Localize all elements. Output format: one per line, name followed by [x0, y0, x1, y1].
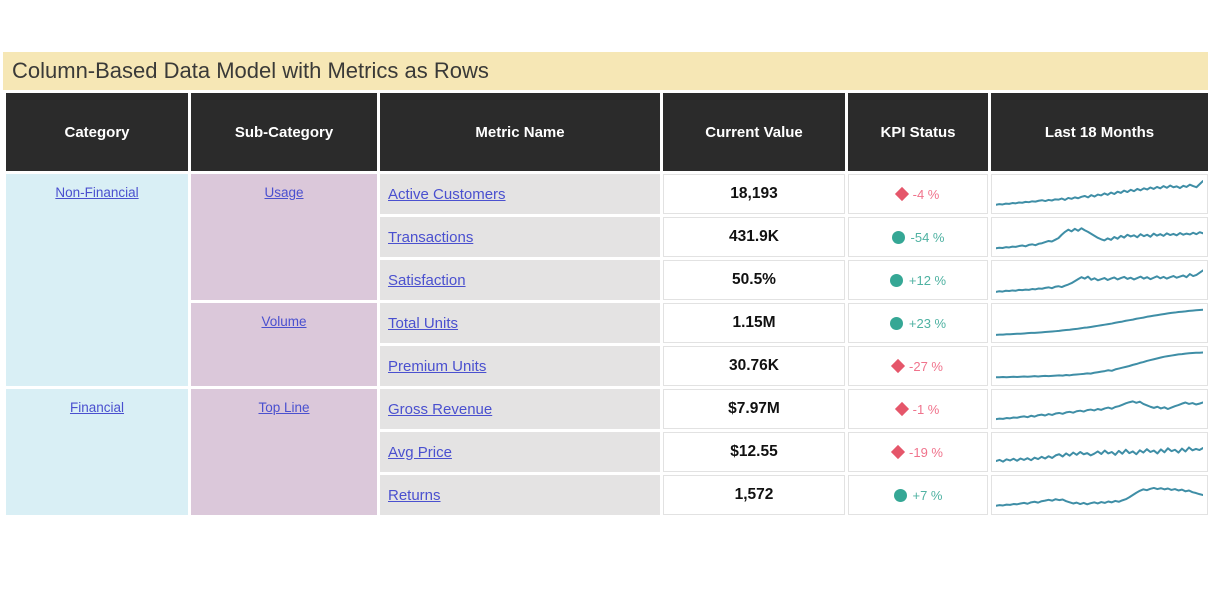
current-value-cell: 50.5%	[663, 260, 845, 300]
current-value-cell: 30.76K	[663, 346, 845, 386]
metric-cell: Satisfaction	[380, 260, 660, 300]
kpi-status-cell: +23 %	[848, 303, 988, 343]
kpi-delta-label: -27 %	[909, 358, 943, 374]
metric-cell: Total Units	[380, 303, 660, 343]
column-header-3[interactable]: Current Value	[663, 93, 845, 171]
kpi-diamond-icon	[890, 444, 906, 460]
metric-link[interactable]: Gross Revenue	[388, 400, 493, 418]
sparkline-cell	[991, 174, 1208, 214]
metric-cell: Active Customers	[380, 174, 660, 214]
metric-link[interactable]: Returns	[388, 486, 441, 504]
kpi-circle-icon	[889, 316, 903, 330]
subcategory-link[interactable]: Top Line	[258, 400, 310, 415]
subcategory-cell: Top Line	[191, 389, 377, 515]
sparkline-chart	[996, 178, 1203, 210]
kpi-delta-label: +12 %	[908, 272, 947, 288]
sparkline-chart	[996, 221, 1203, 253]
kpi-delta-label: -54 %	[910, 229, 945, 245]
kpi-status-cell: +7 %	[848, 475, 988, 515]
metric-cell: Avg Price	[380, 432, 660, 472]
column-header-5[interactable]: Last 18 Months	[991, 93, 1208, 171]
sparkline-chart	[996, 436, 1203, 468]
metric-cell: Returns	[380, 475, 660, 515]
sparkline-chart	[996, 479, 1203, 511]
metric-link[interactable]: Avg Price	[388, 443, 452, 461]
category-cell: Non-Financial	[6, 174, 188, 386]
column-header-0[interactable]: Category	[6, 93, 188, 171]
sparkline-cell	[991, 346, 1208, 386]
metrics-table: Category Sub-Category Metric Name Current V…	[6, 93, 1208, 515]
kpi-status-cell: -27 %	[848, 346, 988, 386]
column-header-2[interactable]: Metric Name	[380, 93, 660, 171]
column-header-1[interactable]: Sub-Category	[191, 93, 377, 171]
kpi-diamond-icon	[894, 186, 909, 202]
category-cell: Financial	[6, 389, 188, 515]
subcategory-link[interactable]: Volume	[261, 314, 307, 329]
metric-link[interactable]: Active Customers	[388, 185, 506, 203]
visual-title: Column-Based Data Model with Metrics as …	[3, 52, 1208, 90]
kpi-status-cell: +12 %	[848, 260, 988, 300]
metric-link[interactable]: Total Units	[388, 314, 459, 332]
current-value-cell: 1,572	[663, 475, 845, 515]
sparkline-chart	[996, 307, 1203, 339]
kpi-status-cell: -54 %	[848, 217, 988, 257]
sparkline-cell	[991, 389, 1208, 429]
kpi-status-cell: -19 %	[848, 432, 988, 472]
kpi-circle-icon	[891, 230, 905, 244]
sparkline-chart	[996, 264, 1203, 296]
kpi-delta-label: -19 %	[909, 444, 943, 460]
sparkline-chart	[996, 350, 1203, 382]
subcategory-cell: Usage	[191, 174, 377, 300]
metric-cell: Transactions	[380, 217, 660, 257]
category-link[interactable]: Financial	[69, 400, 125, 415]
metric-link[interactable]: Transactions	[388, 228, 474, 246]
kpi-delta-label: +7 %	[912, 487, 943, 503]
sparkline-cell	[991, 217, 1208, 257]
sparkline-chart	[996, 393, 1203, 425]
metric-cell: Premium Units	[380, 346, 660, 386]
current-value-cell: $12.55	[663, 432, 845, 472]
current-value-cell: $7.97M	[663, 389, 845, 429]
sparkline-cell	[991, 432, 1208, 472]
metric-link[interactable]: Premium Units	[388, 357, 487, 375]
kpi-status-cell: -4 %	[848, 174, 988, 214]
kpi-circle-icon	[893, 488, 907, 502]
kpi-delta-label: +23 %	[908, 315, 947, 331]
current-value-cell: 1.15M	[663, 303, 845, 343]
kpi-status-cell: -1 %	[848, 389, 988, 429]
kpi-diamond-icon	[890, 358, 906, 374]
category-link[interactable]: Non-Financial	[55, 185, 139, 200]
current-value-cell: 18,193	[663, 174, 845, 214]
sparkline-cell	[991, 303, 1208, 343]
kpi-circle-icon	[889, 273, 903, 287]
sparkline-cell	[991, 475, 1208, 515]
metric-link[interactable]: Satisfaction	[388, 271, 466, 289]
metric-cell: Gross Revenue	[380, 389, 660, 429]
subcategory-link[interactable]: Usage	[264, 185, 304, 200]
current-value-cell: 431.9K	[663, 217, 845, 257]
column-header-4[interactable]: KPI Status	[848, 93, 988, 171]
kpi-delta-label: -1 %	[912, 401, 940, 417]
kpi-delta-label: -4 %	[912, 186, 940, 202]
kpi-diamond-icon	[894, 401, 909, 417]
subcategory-cell: Volume	[191, 303, 377, 386]
sparkline-cell	[991, 260, 1208, 300]
